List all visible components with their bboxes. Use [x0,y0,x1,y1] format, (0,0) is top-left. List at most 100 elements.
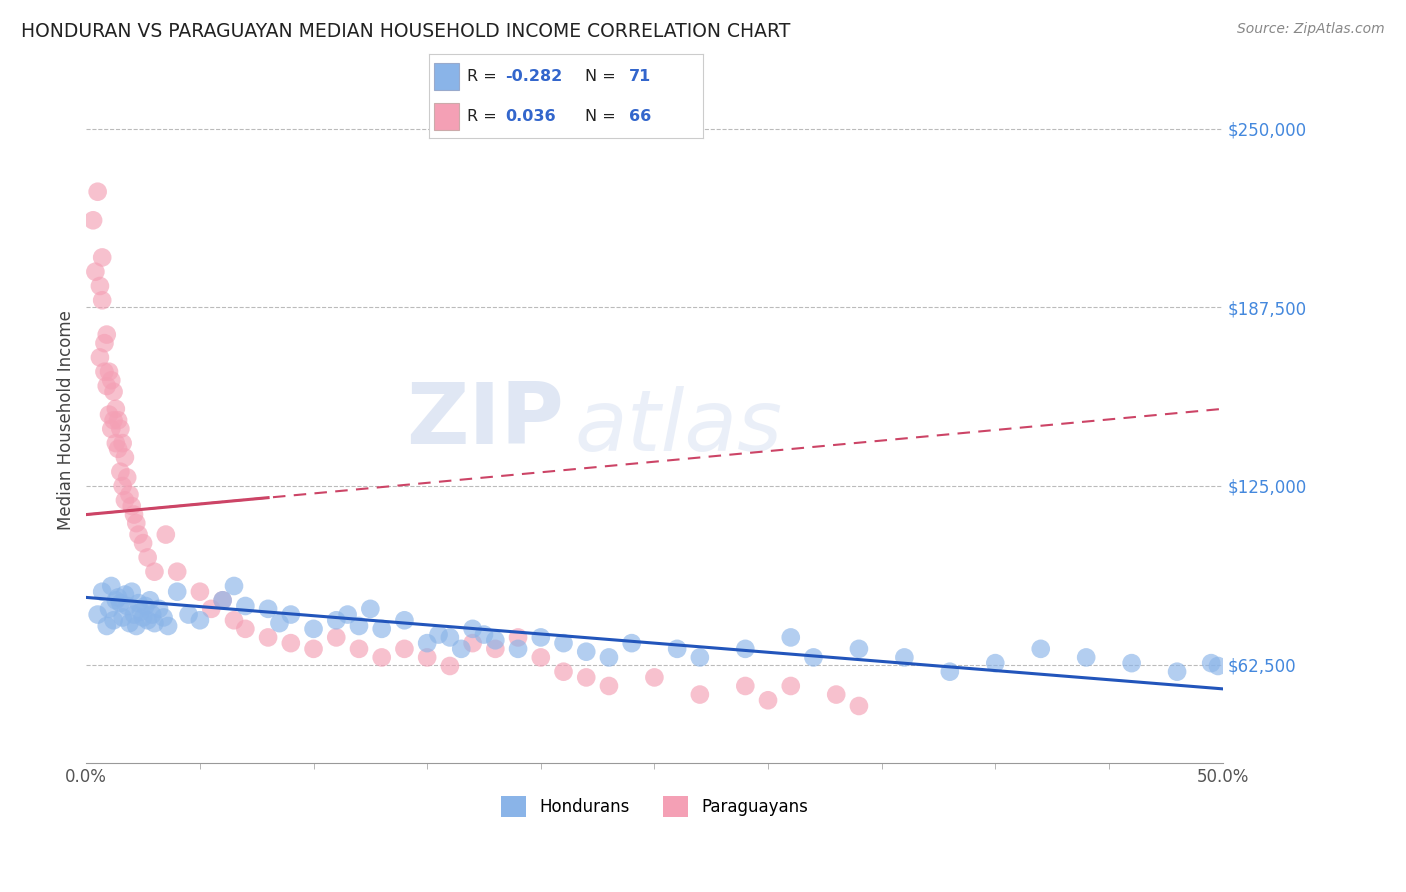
Point [134,599,156,613]
Text: -0.282: -0.282 [506,69,562,84]
Text: Source: ZipAtlas.com: Source: ZipAtlas.com [1237,22,1385,37]
Point [211,593,233,607]
Point [82,213,104,227]
Point [114,493,136,508]
Point [139,593,162,607]
Point [803,650,825,665]
Point [325,613,347,627]
Text: atlas: atlas [575,385,783,468]
Point [166,565,188,579]
Point [370,622,392,636]
Point [257,602,280,616]
Point [394,613,416,627]
Point [93,336,115,351]
Point [222,613,245,627]
Point [370,650,392,665]
Point [598,679,620,693]
Point [756,693,779,707]
Point [89,279,111,293]
Point [136,613,159,627]
Point [666,641,689,656]
Point [110,422,132,436]
Point [484,633,506,648]
Point [115,599,138,613]
Point [325,631,347,645]
Point [148,602,170,616]
Point [893,650,915,665]
Point [779,631,801,645]
Point [96,619,118,633]
Point [779,679,801,693]
Point [439,631,461,645]
Point [125,516,148,530]
Point [91,251,114,265]
Point [98,602,121,616]
Point [136,550,159,565]
Point [143,565,166,579]
Point [103,613,125,627]
Text: 66: 66 [628,109,651,124]
Point [132,610,155,624]
Point [553,636,575,650]
Point [598,650,620,665]
Point [211,593,233,607]
Point [347,641,370,656]
Point [118,487,141,501]
Point [506,641,529,656]
Point [1199,656,1222,670]
Point [734,679,756,693]
Point [104,593,127,607]
Point [689,650,711,665]
Point [235,599,257,613]
Point [643,670,665,684]
Point [110,596,132,610]
Point [472,627,495,641]
Point [121,499,143,513]
Point [269,616,291,631]
Point [122,607,145,622]
Point [347,619,370,633]
Point [984,656,1007,670]
Point [416,636,439,650]
Point [302,622,325,636]
Point [96,327,118,342]
Point [107,591,129,605]
Point [91,293,114,308]
Point [394,641,416,656]
Point [848,641,870,656]
Text: N =: N = [585,69,616,84]
Point [1076,650,1098,665]
Point [222,579,245,593]
Point [484,641,506,656]
Point [114,588,136,602]
Point [93,365,115,379]
FancyBboxPatch shape [434,103,458,130]
Point [103,413,125,427]
Point [530,650,553,665]
Point [157,619,180,633]
Text: ZIP: ZIP [406,379,564,462]
Point [128,596,150,610]
Point [121,584,143,599]
Point [439,659,461,673]
Point [280,607,302,622]
Point [1121,656,1143,670]
FancyBboxPatch shape [434,62,458,90]
Point [143,616,166,631]
Point [128,527,150,541]
Point [86,185,108,199]
Point [188,613,211,627]
Text: R =: R = [467,69,496,84]
Point [450,641,472,656]
Point [104,436,127,450]
Point [530,631,553,645]
Point [1206,659,1229,673]
Point [416,650,439,665]
Text: R =: R = [467,109,496,124]
Text: N =: N = [585,109,616,124]
Point [107,442,129,456]
Point [1029,641,1052,656]
Point [115,470,138,484]
Point [98,365,121,379]
Point [336,607,359,622]
